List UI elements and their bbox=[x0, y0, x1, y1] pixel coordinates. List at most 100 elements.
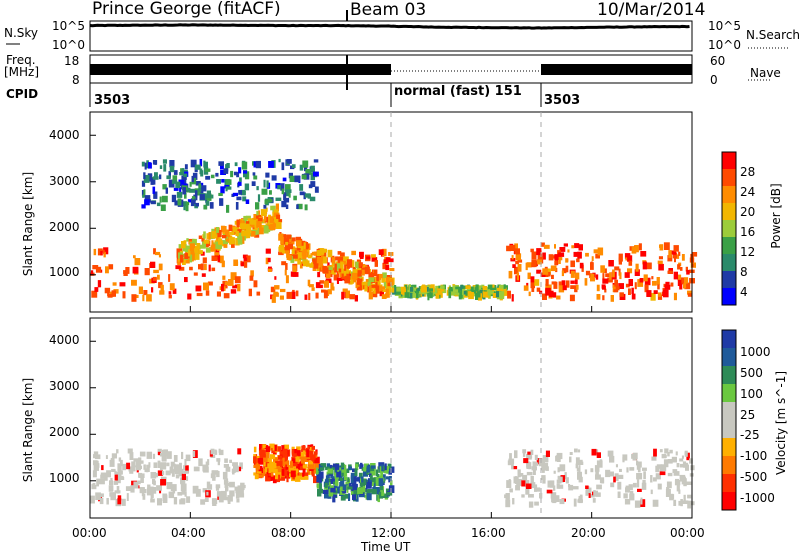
velocity-cbar-tick-500: 500 bbox=[740, 366, 763, 380]
echo-cell bbox=[214, 450, 218, 455]
echo-cell bbox=[363, 479, 367, 485]
echo-cell bbox=[198, 185, 202, 192]
echo-cell bbox=[548, 254, 554, 261]
echo-cell bbox=[148, 488, 153, 493]
echo-cell bbox=[471, 289, 477, 294]
echo-cell bbox=[657, 483, 662, 490]
cpid-segment-1: 3503 bbox=[94, 93, 131, 108]
echo-cell bbox=[177, 198, 182, 206]
echo-cell bbox=[240, 484, 246, 489]
echo-cell bbox=[242, 220, 245, 226]
echo-cell bbox=[232, 285, 238, 289]
echo-cell bbox=[596, 294, 601, 300]
echo-cell bbox=[539, 492, 543, 499]
echo-cell bbox=[281, 234, 287, 239]
echo-cell bbox=[186, 187, 191, 191]
echo-cell bbox=[319, 467, 325, 471]
echo-cell bbox=[545, 268, 551, 275]
echo-cell bbox=[569, 456, 572, 463]
echo-cell bbox=[221, 260, 225, 268]
echo-cell bbox=[381, 294, 387, 299]
echo-cell bbox=[667, 270, 674, 274]
echo-cell bbox=[387, 463, 392, 469]
echo-cell bbox=[157, 274, 160, 280]
x-tick-2000: 20:00 bbox=[571, 526, 606, 540]
echo-cell bbox=[484, 287, 489, 295]
echo-cell bbox=[634, 500, 641, 508]
power-ytick-1000: 1000 bbox=[49, 265, 80, 279]
echo-cell bbox=[366, 465, 371, 473]
power-cbar-tick-28: 28 bbox=[740, 165, 756, 179]
echo-cell bbox=[292, 164, 296, 168]
echo-cell bbox=[109, 459, 115, 467]
velocity-cbar-tick-25: 25 bbox=[740, 408, 756, 422]
echo-cell bbox=[348, 482, 352, 488]
echo-cell bbox=[120, 459, 123, 467]
echo-cell bbox=[507, 290, 511, 299]
echo-cell bbox=[296, 240, 302, 247]
echo-cell bbox=[279, 245, 284, 253]
echo-cell bbox=[277, 185, 281, 190]
echo-cell bbox=[194, 253, 200, 260]
power-ytick-4000: 4000 bbox=[49, 128, 80, 142]
echo-cell bbox=[166, 462, 170, 467]
echo-cell bbox=[92, 265, 99, 270]
echo-cell bbox=[255, 466, 262, 474]
echo-cell bbox=[205, 247, 211, 253]
echo-cell bbox=[561, 270, 564, 277]
echo-cell bbox=[545, 283, 549, 291]
echo-cell bbox=[285, 189, 292, 193]
echo-cell bbox=[212, 475, 216, 481]
echo-cell bbox=[194, 188, 201, 192]
echo-cell bbox=[300, 475, 305, 480]
echo-cell bbox=[183, 465, 186, 471]
echo-cell bbox=[116, 449, 119, 454]
echo-cell bbox=[361, 264, 366, 271]
echo-cell bbox=[656, 464, 663, 469]
echo-cell bbox=[633, 452, 638, 460]
echo-cell bbox=[286, 234, 292, 243]
echo-cell bbox=[179, 462, 182, 467]
echo-cell bbox=[249, 275, 254, 281]
echo-cell bbox=[274, 276, 277, 280]
echo-cell bbox=[371, 257, 378, 262]
echo-cell bbox=[169, 160, 175, 168]
echo-cell bbox=[153, 248, 156, 255]
power-cbar-tick-12: 12 bbox=[740, 245, 756, 259]
echo-cell bbox=[627, 255, 633, 262]
echo-cell bbox=[632, 482, 637, 488]
nave-label: Nave bbox=[750, 66, 781, 80]
echo-cell bbox=[185, 465, 189, 473]
echo-cell bbox=[339, 272, 342, 278]
echo-cell bbox=[171, 180, 177, 184]
echo-cell bbox=[107, 293, 113, 298]
echo-cell bbox=[678, 251, 681, 256]
echo-cell bbox=[168, 171, 171, 178]
echo-cell bbox=[219, 198, 224, 206]
echo-cell bbox=[281, 188, 285, 195]
echo-cell bbox=[185, 203, 189, 212]
echo-cell bbox=[191, 196, 195, 200]
echo-cell bbox=[314, 456, 320, 465]
echo-cell bbox=[283, 192, 287, 200]
echo-cell bbox=[683, 462, 689, 468]
echo-cell bbox=[323, 290, 328, 299]
echo-cell bbox=[547, 284, 552, 291]
echo-cell bbox=[607, 450, 614, 457]
echo-cell bbox=[565, 265, 569, 273]
echo-cell bbox=[273, 292, 279, 297]
echo-cell bbox=[462, 288, 466, 295]
echo-cell bbox=[366, 493, 372, 501]
echo-cell bbox=[275, 476, 278, 480]
echo-cell bbox=[530, 475, 534, 483]
echo-cell bbox=[210, 245, 213, 252]
echo-cell bbox=[232, 192, 238, 197]
echo-cell bbox=[625, 283, 630, 288]
echo-cell bbox=[251, 181, 256, 186]
echo-cell bbox=[382, 288, 388, 293]
echo-cell bbox=[554, 260, 558, 266]
echo-cell bbox=[558, 285, 565, 293]
echo-cell bbox=[311, 445, 315, 450]
echo-cell bbox=[214, 252, 220, 256]
echo-cell bbox=[352, 494, 357, 501]
